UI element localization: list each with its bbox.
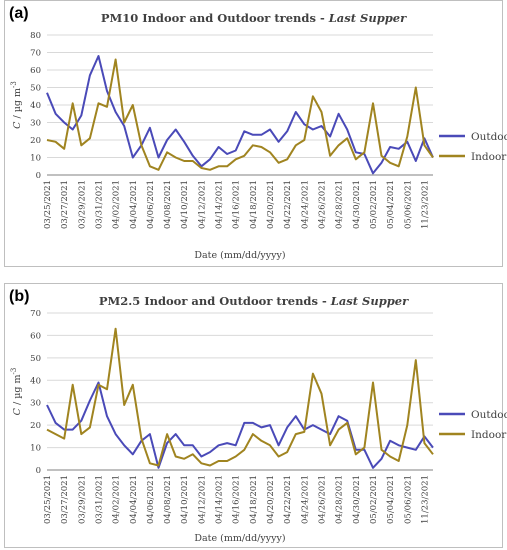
x-tick-label: 04/26/2021 [317, 475, 327, 524]
y-tick-label: 10 [30, 444, 41, 454]
y-tick-label: 70 [30, 309, 41, 319]
x-tick-label: 04/08/2021 [163, 180, 173, 229]
y-tick-label: 50 [30, 354, 41, 364]
chart-title-main: PM10 Indoor and Outdoor trends - [100, 11, 329, 25]
x-tick-label: 05/06/2021 [403, 180, 413, 229]
y-tick-label: 80 [30, 31, 41, 41]
y-tick-label: 0 [36, 171, 41, 181]
x-tick-label: 04/30/2021 [352, 180, 362, 229]
x-tick-label: 04/12/2021 [197, 180, 207, 229]
x-tick-label: 04/12/2021 [197, 475, 207, 524]
y-axis-title: C / µg m-3 [10, 368, 23, 416]
x-tick-label: 03/29/2021 [77, 475, 87, 524]
x-tick-label: 04/28/2021 [335, 475, 345, 524]
x-tick-label: 04/08/2021 [163, 475, 173, 524]
series-line-indoor [46, 327, 434, 467]
x-tick-label: 04/20/2021 [266, 475, 276, 524]
x-tick-label: 05/02/2021 [369, 475, 379, 524]
x-tick-label: 04/16/2021 [232, 475, 242, 524]
y-tick-label: 10 [30, 154, 41, 164]
x-tick-label: 04/02/2021 [112, 180, 122, 229]
y-tick-label: 40 [30, 376, 41, 386]
x-axis-title: Date (mm/dd/yyyy) [194, 250, 285, 261]
y-tick-label: 60 [30, 66, 41, 76]
x-tick-label: 05/06/2021 [403, 475, 413, 524]
x-tick-label: 04/14/2021 [215, 475, 225, 524]
chart-panel-pm10: (a) PM10 Indoor and Outdoor trends - Las… [4, 0, 507, 267]
x-tick-label: 03/31/2021 [94, 180, 104, 229]
panel-label: (b) [9, 288, 30, 305]
chart-title: PM2.5 Indoor and Outdoor trends - Last S… [5, 294, 502, 308]
x-tick-label: 04/16/2021 [232, 180, 242, 229]
x-tick-label: 03/31/2021 [94, 475, 104, 524]
x-tick-label: 04/06/2021 [146, 180, 156, 229]
x-tick-label: 04/10/2021 [180, 180, 190, 229]
x-tick-label: 04/18/2021 [249, 180, 259, 229]
x-tick-label: 04/26/2021 [317, 180, 327, 229]
x-tick-label: 11/23/2021 [420, 180, 430, 229]
y-tick-label: 20 [30, 421, 41, 431]
x-tick-label: 05/04/2021 [386, 180, 396, 229]
x-tick-label: 04/04/2021 [129, 475, 139, 524]
legend-label-outdoor: Outdoor [471, 131, 507, 143]
y-tick-label: 50 [30, 84, 41, 94]
legend-label-indoor: Indoor [471, 429, 507, 441]
x-tick-label: 05/02/2021 [369, 180, 379, 229]
x-tick-label: 04/22/2021 [283, 180, 293, 229]
legend-label-outdoor: Outdoor [471, 409, 507, 421]
y-tick-label: 70 [30, 49, 41, 59]
y-tick-label: 0 [36, 466, 41, 476]
x-tick-label: 04/02/2021 [112, 475, 122, 524]
y-tick-label: 60 [30, 331, 41, 341]
y-tick-label: 20 [30, 136, 41, 146]
x-tick-label: 04/22/2021 [283, 475, 293, 524]
x-tick-label: 04/28/2021 [335, 180, 345, 229]
pm25-line-chart: 0 10 20 30 40 50 60 70 03/25/2021 03/27/2021 03/29… [10, 309, 507, 544]
x-axis-title: Date (mm/dd/yyyy) [194, 533, 285, 544]
series-line-indoor [46, 58, 434, 171]
x-tick-label: 04/24/2021 [300, 475, 310, 524]
series-line-outdoor [46, 55, 434, 175]
x-tick-label: 03/25/2021 [43, 475, 53, 524]
x-tick-label: 04/10/2021 [180, 475, 190, 524]
x-tick-label: 03/25/2021 [43, 180, 53, 229]
y-tick-label: 40 [30, 101, 41, 111]
x-tick-label: 04/04/2021 [129, 180, 139, 229]
chart-title-main: PM2.5 Indoor and Outdoor trends - [98, 294, 331, 308]
x-tick-label: 04/06/2021 [146, 475, 156, 524]
y-tick-label: 30 [30, 399, 41, 409]
x-tick-label: 04/14/2021 [215, 180, 225, 229]
x-tick-label: 04/20/2021 [266, 180, 276, 229]
x-tick-label: 04/24/2021 [300, 180, 310, 229]
chart-title: PM10 Indoor and Outdoor trends - Last Su… [5, 11, 502, 25]
pm10-line-chart: 0 10 20 30 40 50 60 70 80 03/25/2021 03/27/2021 03/… [10, 31, 507, 261]
x-tick-label: 03/29/2021 [77, 180, 87, 229]
series-line-outdoor [46, 381, 434, 469]
y-tick-label: 30 [30, 119, 41, 129]
chart-panel-pm25: (b) PM2.5 Indoor and Outdoor trends - La… [4, 283, 507, 548]
x-tick-label: 04/18/2021 [249, 475, 259, 524]
legend-label-indoor: Indoor [471, 151, 507, 163]
x-tick-label: 05/04/2021 [386, 475, 396, 524]
x-tick-label: 04/30/2021 [352, 475, 362, 524]
x-tick-label: 03/27/2021 [60, 475, 70, 524]
chart-title-italic: Last Supper [328, 11, 407, 25]
x-tick-label: 11/23/2021 [420, 475, 430, 524]
chart-title-italic: Last Supper [330, 294, 409, 308]
x-tick-label: 03/27/2021 [60, 180, 70, 229]
panel-label: (a) [9, 5, 29, 22]
y-axis-title: C / µg m-3 [10, 81, 23, 129]
